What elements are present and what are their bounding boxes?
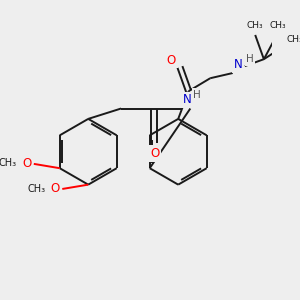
Text: CH₃: CH₃ <box>269 21 286 30</box>
Text: N: N <box>233 58 242 71</box>
Text: O: O <box>150 147 160 160</box>
Text: O: O <box>167 54 176 67</box>
Text: O: O <box>22 157 32 169</box>
Text: CH₃: CH₃ <box>247 21 263 30</box>
Text: CH₃: CH₃ <box>287 35 300 44</box>
Text: CH₃: CH₃ <box>27 184 45 194</box>
Text: N: N <box>182 93 191 106</box>
Text: O: O <box>51 182 60 196</box>
Text: H: H <box>246 54 254 64</box>
Text: CH₃: CH₃ <box>0 158 17 168</box>
Text: H: H <box>194 90 201 100</box>
